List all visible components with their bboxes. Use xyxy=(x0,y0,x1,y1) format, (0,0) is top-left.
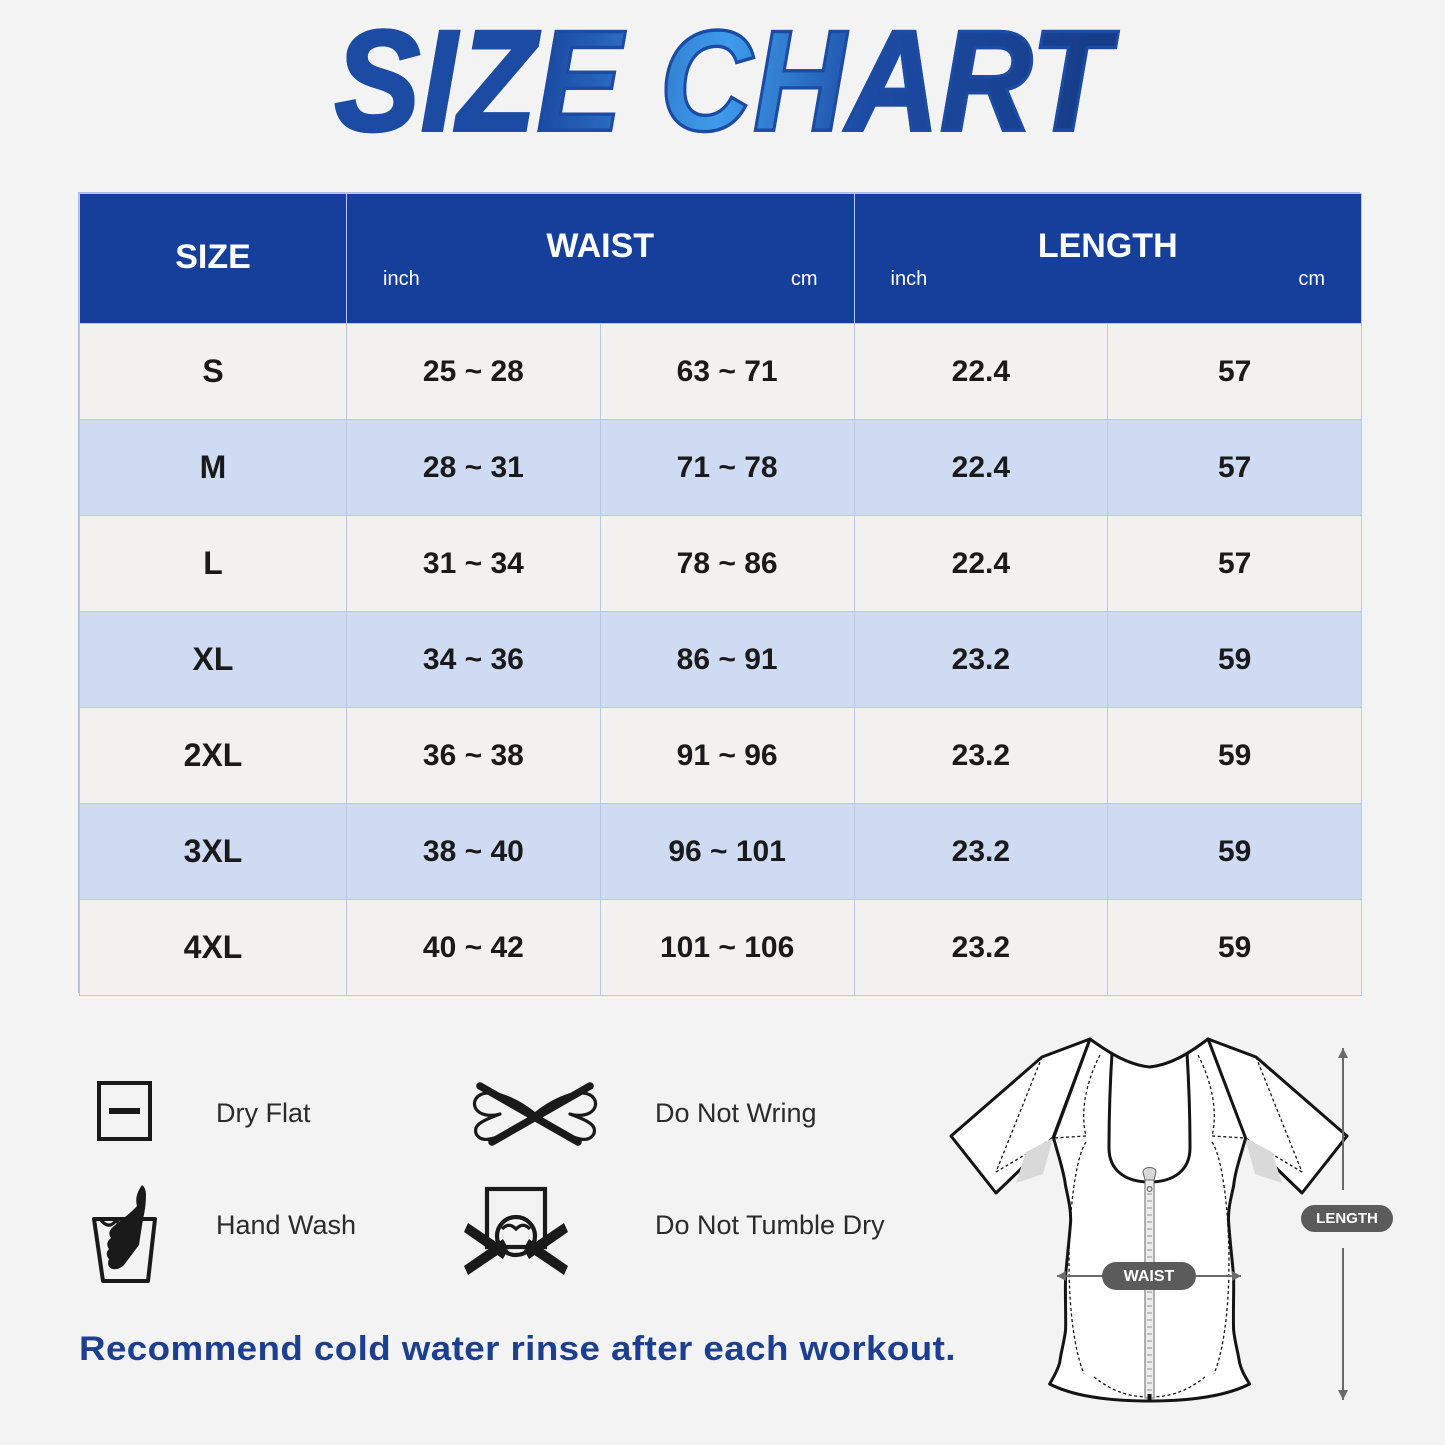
svg-text:LENGTH: LENGTH xyxy=(1316,1210,1378,1227)
svg-text:WAIST: WAIST xyxy=(1124,1268,1175,1285)
